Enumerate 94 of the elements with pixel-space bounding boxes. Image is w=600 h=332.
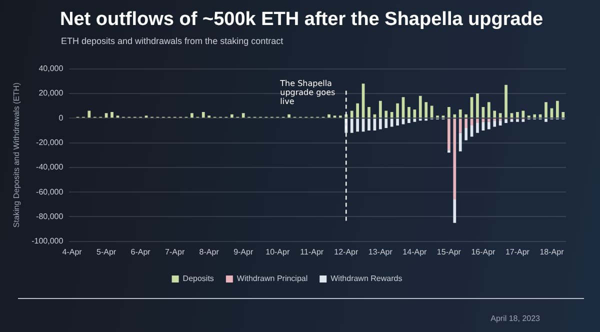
bar <box>453 199 456 223</box>
bar <box>476 93 479 118</box>
y-tick-label: -100,000 <box>32 236 64 246</box>
bar <box>384 118 388 128</box>
bar <box>487 118 490 122</box>
bar <box>384 110 388 118</box>
bar <box>424 102 428 118</box>
bar <box>533 114 536 118</box>
bar <box>522 110 525 118</box>
x-tick-label: 9-Apr <box>234 247 254 256</box>
bar <box>350 110 354 118</box>
bar <box>350 118 354 133</box>
bar <box>448 150 450 153</box>
bar <box>356 103 359 118</box>
bar <box>413 109 416 118</box>
x-tick-label: 6-Apr <box>130 247 151 256</box>
bar <box>408 107 410 118</box>
legend-label: Deposits <box>182 274 214 284</box>
chart-title: Net outflows of ~500k ETH after the Shapella upgrade <box>60 9 544 31</box>
bar <box>396 103 399 118</box>
x-tick-label: 13-Apr <box>368 247 393 256</box>
bar <box>516 112 519 118</box>
x-tick-label: 5-Apr <box>96 247 116 256</box>
bar <box>408 118 410 124</box>
x-tick-label: 16-Apr <box>471 247 496 256</box>
bar <box>402 118 405 124</box>
bar <box>493 120 496 127</box>
y-tick-label: 0 <box>58 113 64 122</box>
bar <box>413 118 416 122</box>
bar <box>498 120 502 126</box>
bar <box>482 118 485 122</box>
bar <box>476 123 479 133</box>
y-tick-label: -80,000 <box>36 212 64 221</box>
bar <box>453 114 456 118</box>
y-tick-label: -20,000 <box>36 138 64 147</box>
bar <box>242 113 245 118</box>
bar <box>378 100 382 118</box>
bar <box>368 107 370 118</box>
bar <box>190 113 194 118</box>
x-tick-label: 18-Apr <box>540 247 564 256</box>
y-tick-label: -60,000 <box>36 187 64 196</box>
bar <box>202 112 205 118</box>
bar <box>522 119 525 122</box>
y-tick-label: 20,000 <box>38 88 64 98</box>
bar <box>544 118 548 122</box>
x-tick-label: 4-Apr <box>62 247 82 256</box>
legend-label: Withdrawn Principal <box>236 274 308 284</box>
bar <box>230 114 234 118</box>
y-tick-label: -40,000 <box>36 162 64 172</box>
bar <box>368 118 370 130</box>
chart-subtitle: ETH deposits and withdrawals from the staking contract <box>61 36 284 46</box>
x-tick-label: 12-Apr <box>334 247 358 256</box>
bar <box>356 118 359 132</box>
bar <box>504 84 508 118</box>
bar <box>458 109 462 118</box>
x-tick-label: 15-Apr <box>436 247 462 256</box>
y-tick-label: 40,000 <box>38 64 64 74</box>
ref-line-label: The Shapella upgrade goes live <box>279 78 336 106</box>
x-tick-label: 10-Apr <box>266 247 290 256</box>
bar <box>378 118 382 130</box>
bar <box>458 132 462 152</box>
x-tick-label: 8-Apr <box>199 247 220 256</box>
bar <box>504 119 508 124</box>
bar <box>544 102 548 118</box>
bar <box>453 118 456 200</box>
bar <box>390 112 394 118</box>
x-tick-label: 17-Apr <box>505 247 530 256</box>
bar <box>458 118 462 133</box>
bar <box>328 114 330 118</box>
bar <box>464 114 468 118</box>
bar <box>390 118 394 127</box>
bar <box>448 118 450 150</box>
bar <box>493 110 496 118</box>
bar <box>110 112 114 118</box>
x-tick-label: 7-Apr <box>165 247 185 256</box>
bar <box>487 102 490 118</box>
legend-label: Withdrawn Rewards <box>330 274 402 284</box>
x-tick-label: 11-Apr <box>300 247 324 256</box>
bar <box>448 107 450 118</box>
bar <box>464 128 468 140</box>
bar <box>396 118 399 126</box>
bar <box>487 122 490 130</box>
y-axis-title: Staking Deposits and Withdrawals (ETH) <box>12 82 22 228</box>
bar <box>562 112 565 118</box>
x-tick-label: 14-Apr <box>402 247 428 256</box>
text: April 18, 2023 <box>490 314 540 323</box>
bar <box>88 110 91 118</box>
bar <box>498 113 502 118</box>
bar <box>476 118 479 124</box>
bar <box>464 118 468 128</box>
bar <box>556 100 559 118</box>
bar <box>516 119 519 122</box>
bar <box>418 96 422 118</box>
bar <box>288 114 290 118</box>
